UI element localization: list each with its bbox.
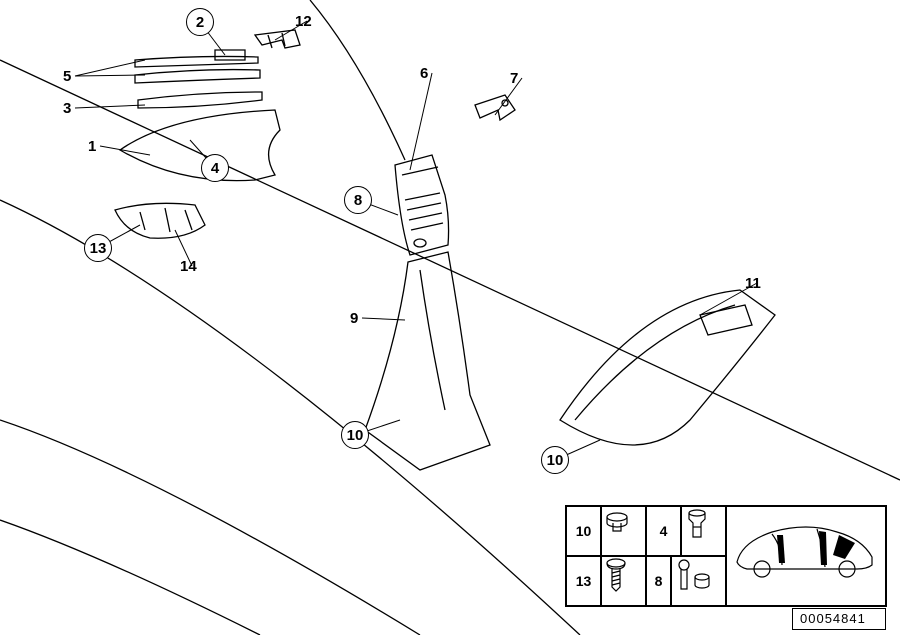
callout-9: 9 xyxy=(350,310,358,327)
callout-1: 1 xyxy=(88,138,96,155)
callout-7: 7 xyxy=(510,70,518,87)
callout-10: 10 xyxy=(341,421,369,449)
diagram-id: 00054841 xyxy=(800,611,866,626)
legend-icon-screw xyxy=(601,556,646,606)
callout-4: 4 xyxy=(201,154,229,182)
legend-icon-cap xyxy=(601,506,646,556)
callout-8: 8 xyxy=(344,186,372,214)
callout-6: 6 xyxy=(420,65,428,82)
legend-num-8: 8 xyxy=(646,556,671,606)
callout-13: 13 xyxy=(84,234,112,262)
legend-icon-stud xyxy=(671,556,726,606)
callout-5: 5 xyxy=(63,68,71,85)
callout-12: 12 xyxy=(295,13,312,30)
legend-icon-plug xyxy=(681,506,726,556)
legend-num-4: 4 xyxy=(646,506,681,556)
callout-10: 10 xyxy=(541,446,569,474)
callout-11: 11 xyxy=(745,275,761,292)
legend-num-10: 10 xyxy=(566,506,601,556)
legend-box: 10 4 13 8 xyxy=(565,505,887,607)
callout-3: 3 xyxy=(63,100,71,117)
callout-2: 2 xyxy=(186,8,214,36)
legend-num-13: 13 xyxy=(566,556,601,606)
legend-car xyxy=(726,506,886,606)
callout-14: 14 xyxy=(180,258,197,275)
